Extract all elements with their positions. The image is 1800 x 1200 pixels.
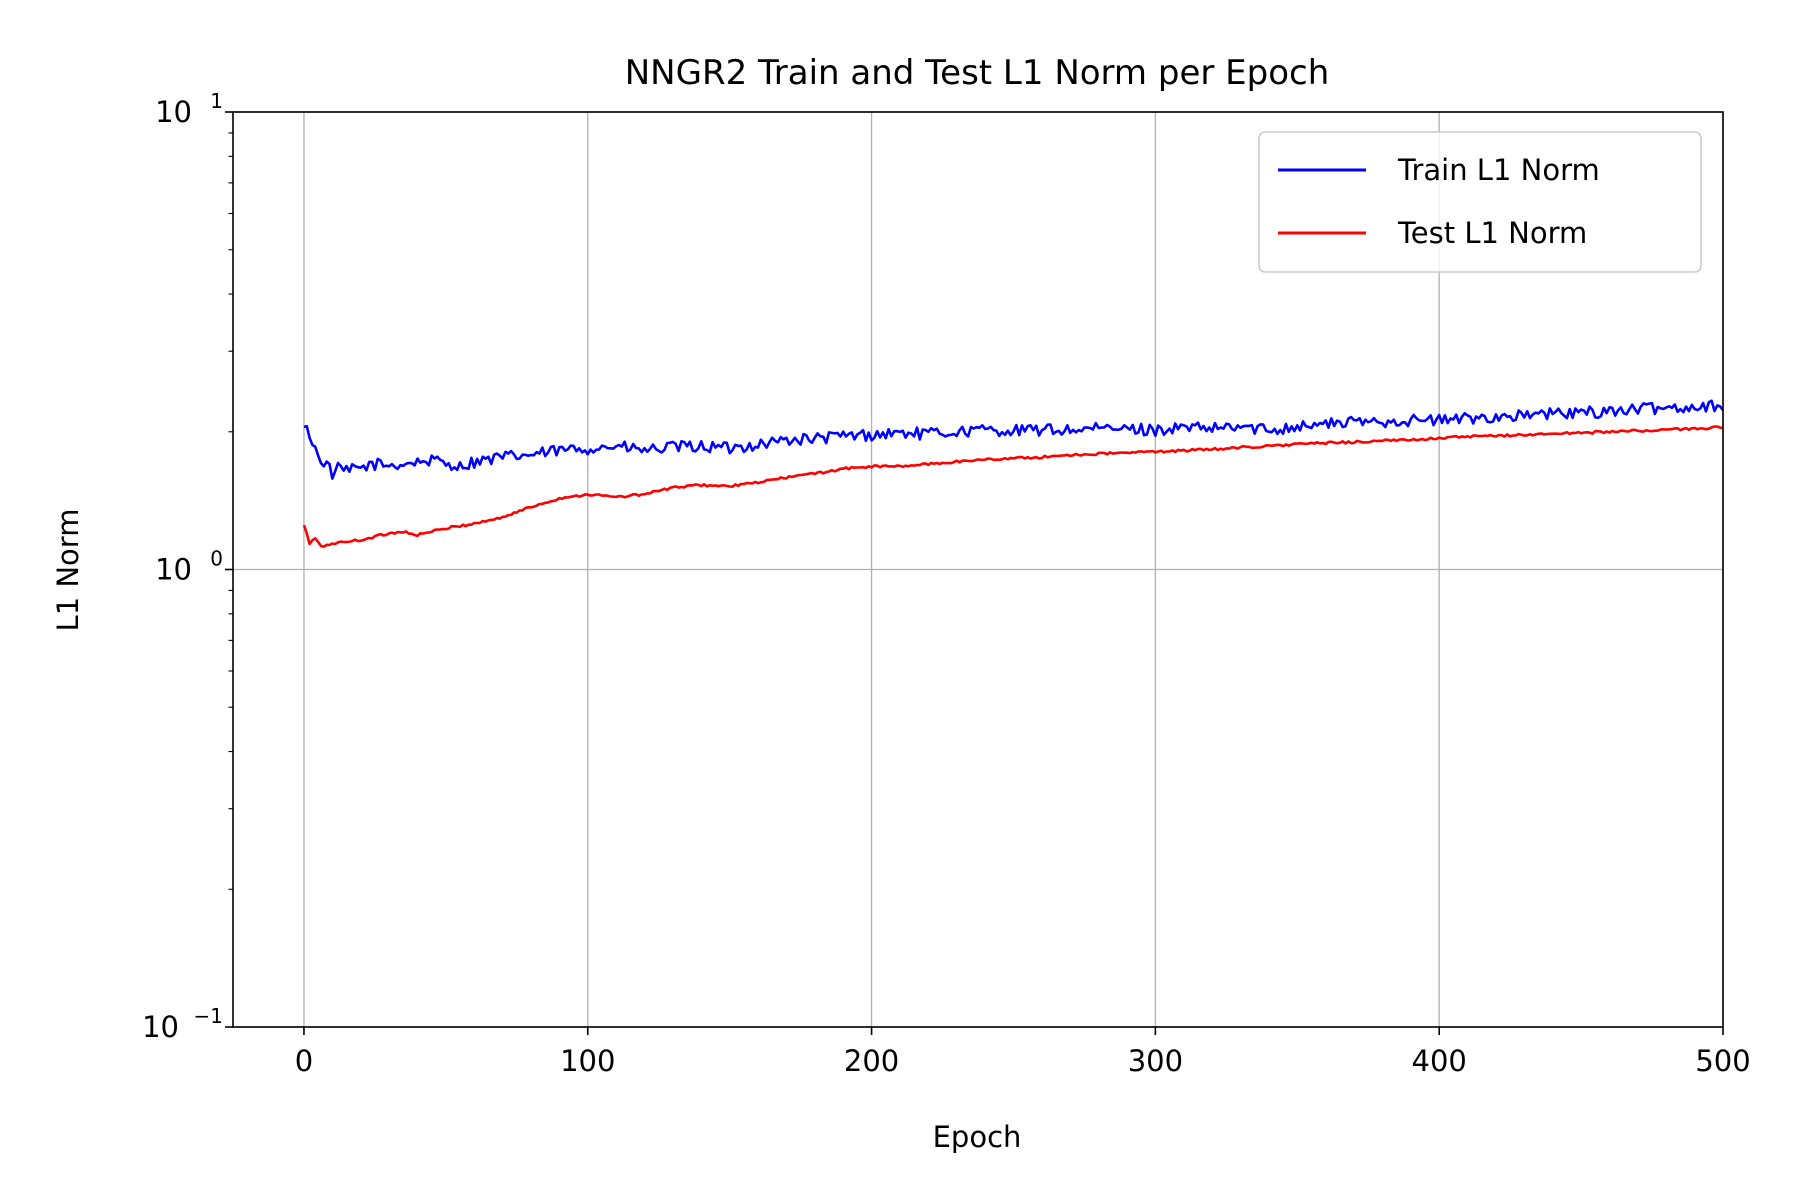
y-axis-label: L1 Norm [51, 509, 85, 632]
y-tick-base: 10 [155, 553, 192, 587]
x-tick-label: 500 [1695, 1044, 1750, 1078]
y-tick-exponent: 0 [210, 547, 223, 571]
y-tick-exponent: −1 [194, 1004, 223, 1028]
legend-box [1258, 131, 1702, 273]
x-tick-label: 400 [1412, 1044, 1467, 1078]
y-tick-base: 10 [155, 95, 192, 129]
y-tick-label: 10 [155, 553, 192, 587]
y-tick-exponent: 1 [210, 89, 223, 113]
y-tick-label: 10 [142, 1010, 179, 1044]
y-tick-base: 10 [142, 1010, 179, 1044]
x-tick-label: 300 [1128, 1044, 1183, 1078]
x-tick-label: 200 [844, 1044, 899, 1078]
series-line-1 [302, 425, 1724, 549]
legend-label: Train L1 Norm [1397, 153, 1600, 187]
y-tick-label: 10 [155, 95, 192, 129]
x-tick-label: 0 [295, 1044, 313, 1078]
series-line-0 [303, 399, 1725, 480]
x-axis: 0 100 200 300 400 500 [295, 1027, 1751, 1078]
series-layer [302, 399, 1725, 549]
chart-title: NNGR2 Train and Test L1 Norm per Epoch [625, 53, 1330, 93]
y-axis: 10 −1 10 0 10 1 [142, 89, 233, 1044]
x-tick-label: 100 [560, 1044, 615, 1078]
x-axis-label: Epoch [933, 1120, 1022, 1154]
legend: Train L1 Norm Test L1 Norm [1258, 131, 1702, 273]
legend-label: Test L1 Norm [1397, 216, 1587, 250]
